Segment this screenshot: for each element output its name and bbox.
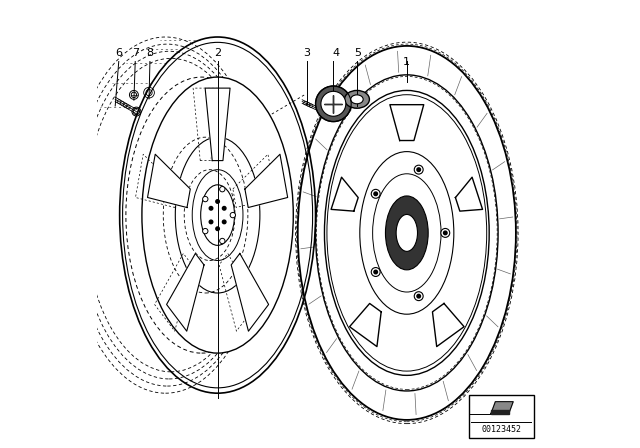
Circle shape bbox=[414, 165, 423, 174]
Circle shape bbox=[230, 212, 236, 218]
Circle shape bbox=[220, 238, 225, 244]
Circle shape bbox=[223, 220, 226, 224]
Ellipse shape bbox=[351, 95, 363, 104]
Circle shape bbox=[223, 207, 226, 210]
Polygon shape bbox=[349, 303, 381, 347]
Ellipse shape bbox=[316, 86, 351, 121]
Polygon shape bbox=[331, 177, 358, 211]
Circle shape bbox=[374, 270, 378, 274]
Polygon shape bbox=[390, 105, 424, 141]
Circle shape bbox=[209, 207, 212, 210]
Polygon shape bbox=[245, 154, 287, 207]
Circle shape bbox=[441, 228, 450, 237]
Polygon shape bbox=[324, 104, 333, 113]
Circle shape bbox=[414, 292, 423, 301]
Circle shape bbox=[371, 267, 380, 276]
Ellipse shape bbox=[324, 90, 489, 375]
Polygon shape bbox=[433, 303, 464, 347]
Circle shape bbox=[374, 192, 378, 196]
Circle shape bbox=[444, 231, 447, 235]
Text: 7: 7 bbox=[132, 48, 139, 58]
Ellipse shape bbox=[142, 77, 293, 353]
Circle shape bbox=[203, 196, 208, 202]
Ellipse shape bbox=[385, 196, 428, 270]
Ellipse shape bbox=[321, 91, 346, 116]
Circle shape bbox=[216, 200, 220, 203]
Polygon shape bbox=[456, 177, 483, 211]
Ellipse shape bbox=[344, 90, 369, 108]
Text: 8: 8 bbox=[147, 48, 154, 58]
Text: 6: 6 bbox=[115, 48, 122, 58]
Polygon shape bbox=[148, 154, 190, 207]
Circle shape bbox=[216, 227, 220, 231]
Text: 4: 4 bbox=[332, 48, 339, 58]
Circle shape bbox=[209, 220, 212, 224]
Ellipse shape bbox=[360, 151, 454, 314]
Polygon shape bbox=[333, 95, 342, 104]
Polygon shape bbox=[231, 254, 269, 331]
Circle shape bbox=[417, 294, 420, 298]
Circle shape bbox=[203, 228, 208, 234]
Ellipse shape bbox=[201, 185, 234, 246]
Polygon shape bbox=[205, 88, 230, 160]
Polygon shape bbox=[491, 410, 509, 414]
Text: 3: 3 bbox=[303, 48, 310, 58]
Circle shape bbox=[371, 190, 380, 198]
Ellipse shape bbox=[396, 215, 417, 251]
Text: 5: 5 bbox=[355, 48, 362, 58]
Polygon shape bbox=[491, 402, 513, 414]
Circle shape bbox=[220, 186, 225, 192]
Text: 00123452: 00123452 bbox=[481, 425, 522, 434]
Polygon shape bbox=[166, 254, 204, 331]
Text: 2: 2 bbox=[214, 48, 221, 58]
Text: 1: 1 bbox=[403, 57, 410, 67]
Circle shape bbox=[417, 168, 420, 172]
